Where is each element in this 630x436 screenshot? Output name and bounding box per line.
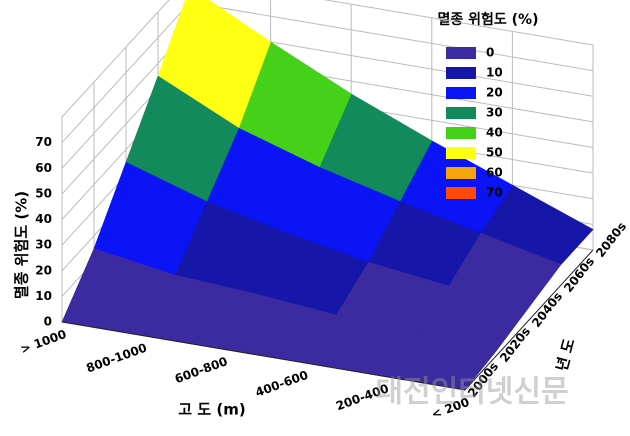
x-tick-label: 600-800 [173, 354, 230, 386]
z-tick-label: 60 [35, 161, 52, 175]
legend-title: 멸종 위험도 (%) [438, 11, 539, 28]
legend-swatch [446, 87, 476, 99]
legend-swatch [446, 107, 476, 119]
legend-label: 60 [486, 166, 503, 180]
legend-swatch [446, 187, 476, 199]
z-tick-label: 70 [35, 135, 52, 149]
z-tick-label: 0 [44, 315, 52, 329]
x-tick-label: 800-1000 [84, 341, 148, 376]
x-tick-label: > 1000 [19, 327, 69, 356]
watermark: 대전인터넷신문 [375, 375, 568, 410]
legend-label: 20 [486, 86, 503, 100]
legend-swatch [446, 147, 476, 159]
x-axis-label: 고 도 (m) [178, 401, 245, 419]
z-tick-label: 20 [35, 263, 52, 277]
z-tick-label: 10 [35, 289, 52, 303]
y-axis-label: 년 도 [553, 336, 579, 373]
legend-label: 70 [486, 186, 503, 200]
legend-label: 0 [486, 46, 494, 60]
z-tick-label: 50 [35, 186, 52, 200]
x-tick-label: 400-600 [253, 368, 310, 400]
y-tick-label: 2080s [593, 219, 629, 260]
legend-label: 50 [486, 146, 503, 160]
legend-swatch [446, 167, 476, 179]
legend-swatch [446, 67, 476, 79]
y-tick-label: 2060s [561, 254, 597, 295]
z-axis-label: 멸종 위험도 (%) [13, 191, 31, 299]
axis-edge [61, 249, 594, 391]
legend-swatch [446, 47, 476, 59]
legend-label: 10 [486, 66, 503, 80]
z-tick-label: 40 [35, 212, 52, 226]
legend-swatch [446, 127, 476, 139]
legend-label: 40 [486, 126, 503, 140]
legend-label: 30 [486, 106, 503, 120]
z-tick-label: 30 [35, 238, 52, 252]
